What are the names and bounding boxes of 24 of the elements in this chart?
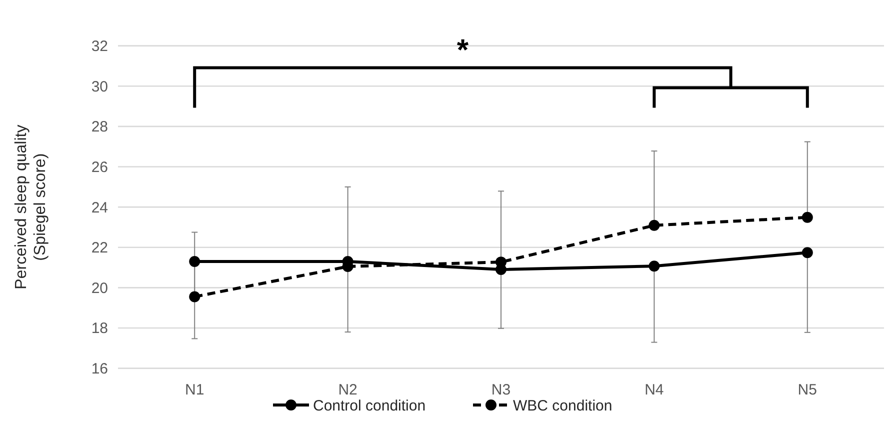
point	[648, 220, 660, 231]
y-axis-title: Perceived sleep quality (Spiegel score)	[13, 124, 50, 290]
x-tick-label: N3	[491, 381, 511, 398]
point	[802, 212, 813, 223]
x-tick-label: N2	[338, 381, 358, 398]
legend-label: Control condition	[313, 397, 426, 414]
y-tick-label: 32	[91, 38, 108, 56]
x-tick-label: N5	[798, 381, 817, 398]
y-tick-label: 20	[91, 280, 108, 297]
legend-label: WBC condition	[513, 397, 612, 414]
annotation: *	[456, 34, 469, 67]
point	[189, 291, 200, 302]
x-tick-label: N4	[644, 381, 664, 398]
y-tick-label: 18	[91, 320, 108, 338]
point	[802, 247, 813, 258]
point	[648, 260, 660, 272]
y-tick-label: 24	[91, 199, 108, 216]
y-tick-label: 30	[91, 78, 108, 96]
point	[189, 256, 200, 267]
x-tick-label: N1	[185, 381, 204, 398]
y-tick-label: 16	[91, 360, 108, 378]
y-tick-label: 22	[91, 240, 108, 257]
y-tick-label: 28	[91, 118, 108, 136]
y-tick-label: 26	[91, 158, 108, 176]
